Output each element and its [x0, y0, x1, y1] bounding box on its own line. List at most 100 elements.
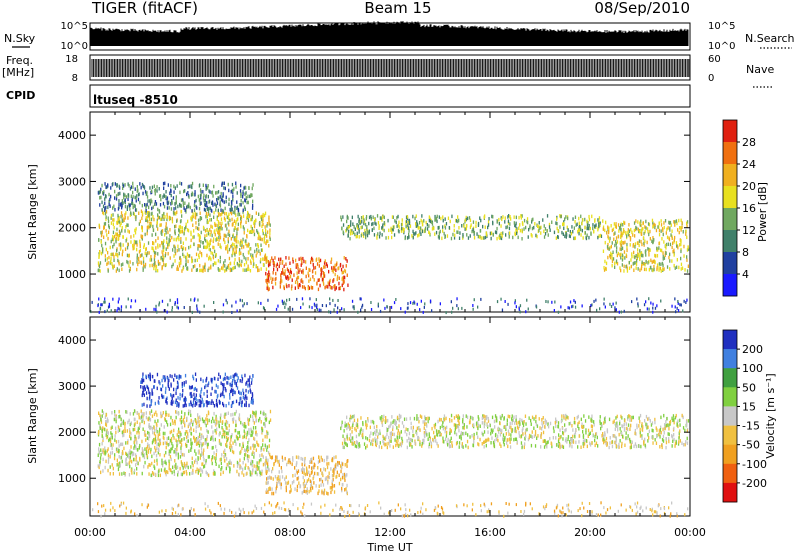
range-cell	[356, 231, 358, 236]
range-cell	[108, 230, 110, 234]
range-cell	[230, 461, 232, 465]
range-cell	[355, 234, 357, 239]
range-cell	[247, 466, 249, 470]
range-cell	[242, 444, 244, 448]
range-cell	[253, 232, 256, 237]
range-cell	[623, 269, 625, 273]
range-cell	[189, 409, 192, 414]
range-cell	[101, 434, 103, 438]
colorbar-segment	[723, 186, 737, 209]
range-cell	[106, 419, 108, 424]
range-cell	[248, 467, 250, 471]
range-cell	[311, 256, 313, 261]
range-cell	[251, 193, 253, 197]
range-cell	[243, 429, 245, 433]
range-cell	[291, 307, 294, 311]
range-cell	[182, 470, 185, 475]
range-cell	[445, 222, 448, 226]
range-cell	[240, 183, 242, 188]
range-cell	[255, 211, 257, 215]
range-cell	[633, 250, 635, 255]
range-cell	[200, 436, 202, 441]
range-cell	[203, 207, 206, 212]
range-cell	[101, 183, 103, 188]
range-cell	[185, 225, 187, 229]
range-cell	[160, 217, 162, 222]
range-cell	[680, 262, 683, 267]
range-cell	[607, 225, 609, 229]
range-cell	[382, 225, 384, 229]
range-cell	[180, 443, 183, 447]
range-cell	[263, 422, 265, 426]
colorbar-segment	[723, 230, 737, 253]
range-cell	[141, 203, 143, 208]
range-cell	[180, 258, 182, 262]
range-cell	[115, 236, 118, 241]
range-cell	[153, 184, 155, 188]
range-cell	[637, 227, 639, 232]
range-cell	[102, 436, 104, 440]
range-cell	[155, 264, 158, 269]
range-cell	[634, 245, 636, 249]
range-cell	[117, 207, 120, 211]
range-cell	[413, 300, 415, 304]
range-cell	[155, 267, 157, 272]
range-cell	[365, 217, 367, 221]
range-cell	[156, 218, 158, 223]
range-cell	[106, 430, 108, 435]
range-cell	[496, 300, 499, 304]
range-cell	[206, 214, 208, 219]
range-cell	[626, 234, 628, 238]
range-cell	[118, 455, 120, 459]
range-cell	[192, 212, 194, 216]
range-cell	[569, 230, 571, 234]
range-cell	[620, 268, 622, 273]
range-cell	[248, 431, 250, 436]
range-cell	[155, 251, 157, 255]
range-cell	[300, 306, 302, 310]
range-cell	[520, 216, 522, 220]
range-cell	[271, 256, 273, 260]
range-cell	[621, 246, 624, 251]
range-cell	[266, 255, 268, 260]
range-cell	[199, 415, 201, 419]
range-cell	[186, 192, 188, 197]
range-cell	[252, 411, 255, 415]
range-cell	[171, 235, 173, 240]
range-cell	[186, 430, 188, 434]
range-cell	[538, 228, 540, 233]
range-cell	[210, 419, 213, 424]
range-cell	[144, 232, 146, 237]
range-cell	[121, 226, 123, 230]
range-cell	[183, 461, 186, 466]
range-cell	[266, 461, 268, 465]
range-cell	[634, 234, 636, 238]
range-cell	[232, 198, 234, 202]
range-cell	[588, 235, 590, 240]
range-cell	[267, 278, 269, 282]
range-cell	[234, 257, 236, 262]
range-cell	[185, 262, 187, 267]
range-cell	[391, 227, 393, 232]
range-cell	[519, 304, 522, 308]
range-cell	[256, 442, 259, 447]
range-cell	[228, 423, 230, 428]
range-cell	[166, 226, 168, 230]
range-cell	[211, 458, 213, 462]
range-cell	[174, 464, 176, 469]
range-cell	[265, 279, 267, 283]
range-cell	[268, 215, 270, 219]
range-cell	[242, 461, 244, 465]
range-cell	[99, 203, 101, 207]
range-cell	[107, 236, 109, 241]
range-cell	[323, 261, 326, 265]
range-cell	[138, 260, 140, 264]
range-cell	[331, 266, 333, 270]
range-cell	[243, 302, 245, 306]
range-cell	[109, 465, 111, 469]
range-cell	[112, 265, 114, 269]
range-cell	[184, 247, 187, 251]
range-cell	[191, 191, 193, 195]
range-cell	[235, 213, 237, 217]
